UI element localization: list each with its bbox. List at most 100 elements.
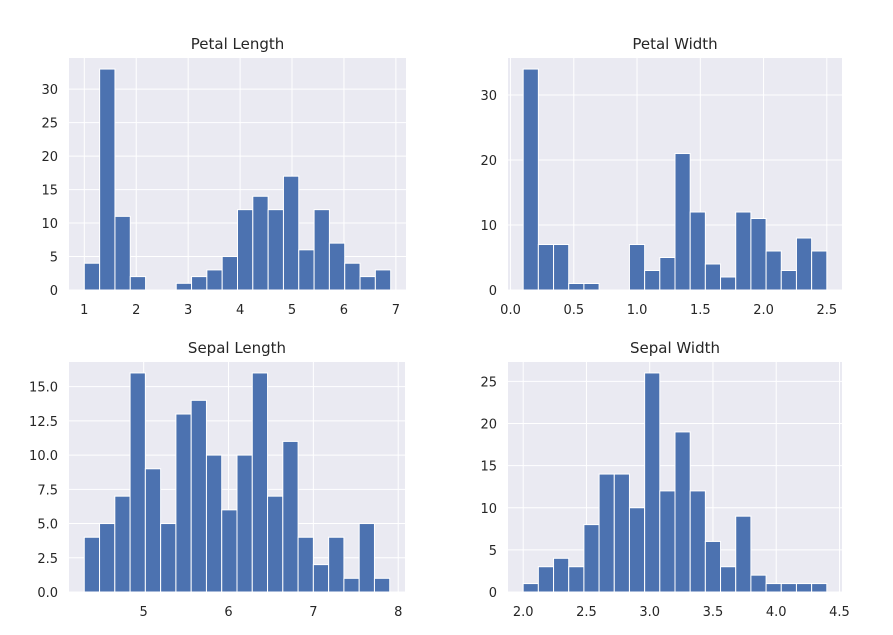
petal-width-title: Petal Width bbox=[632, 35, 717, 53]
sepal-width-bar bbox=[689, 490, 706, 593]
sepal-width-y-tick-label: 15 bbox=[480, 460, 497, 475]
petal-width-bar bbox=[628, 244, 646, 291]
sepal-length-bar bbox=[267, 495, 284, 593]
sepal-length-bar bbox=[312, 564, 330, 593]
petal-length-bar bbox=[252, 195, 269, 291]
petal-width-y-tick-label: 30 bbox=[480, 89, 497, 104]
panel-petal-length: 1 2 3 4 5 6 7 0 5 10 15 20 25 30 Petal Length bbox=[41, 35, 406, 318]
sepal-length-bar bbox=[358, 523, 375, 593]
petal-length-bar bbox=[99, 68, 116, 291]
sepal-width-bar bbox=[750, 574, 767, 593]
petal-length-x-tick-label: 2 bbox=[132, 303, 140, 318]
petal-length-x-tick-label: 7 bbox=[392, 303, 400, 318]
petal-width-x-tick-label: 0.0 bbox=[500, 303, 521, 318]
petal-length-bar bbox=[237, 209, 254, 291]
petal-length-y-tick-label: 20 bbox=[41, 150, 58, 165]
petal-length-bar bbox=[313, 209, 330, 291]
petal-length-y-tick-label: 5 bbox=[50, 251, 58, 266]
petal-width-bar bbox=[659, 257, 676, 291]
petal-length-bar bbox=[344, 262, 361, 291]
sepal-width-y-tick-label: 10 bbox=[480, 502, 497, 517]
sepal-length-bar bbox=[236, 454, 253, 593]
sepal-length-bar bbox=[205, 454, 223, 593]
petal-width-y-tick-label: 20 bbox=[480, 154, 497, 169]
petal-width-x-tick-label: 2.5 bbox=[816, 303, 837, 318]
sepal-width-bar bbox=[659, 490, 676, 593]
petal-width-x-tick-label: 0.5 bbox=[563, 303, 584, 318]
sepal-width-bar bbox=[628, 507, 646, 593]
petal-width-bar bbox=[704, 263, 722, 291]
sepal-length-y-tick-label: 7.5 bbox=[37, 483, 58, 498]
petal-length-bar bbox=[267, 209, 284, 291]
sepal-width-bar bbox=[735, 515, 752, 593]
petal-length-x-tick-label: 3 bbox=[184, 303, 192, 318]
sepal-width-bar bbox=[720, 566, 737, 593]
petal-length-y-tick-label: 0 bbox=[50, 284, 58, 299]
sepal-width-bar bbox=[553, 557, 570, 593]
petal-width-x-tick-label: 1.5 bbox=[690, 303, 711, 318]
petal-width-bar bbox=[765, 250, 782, 291]
petal-length-bar bbox=[83, 262, 101, 291]
petal-width-bar bbox=[553, 244, 570, 291]
sepal-length-bar bbox=[251, 372, 269, 593]
sepal-length-bar bbox=[114, 495, 131, 593]
petal-width-bar bbox=[537, 244, 555, 291]
panel-sepal-length: 5 6 7 8 0.0 2.5 5.0 7.5 10.0 12.5 15.0 Sepal Length bbox=[29, 339, 405, 620]
sepal-length-bar bbox=[160, 523, 177, 593]
sepal-width-bar bbox=[583, 524, 600, 593]
sepal-width-x-tick-label: 4.5 bbox=[829, 605, 850, 620]
petal-length-y-tick-label: 15 bbox=[41, 184, 58, 199]
petal-length-bar bbox=[129, 276, 147, 291]
sepal-length-bar bbox=[221, 509, 238, 593]
petal-length-bar bbox=[206, 269, 223, 291]
petal-width-bar bbox=[811, 250, 828, 291]
petal-length-y-tick-label: 30 bbox=[41, 83, 58, 98]
sepal-width-bar bbox=[598, 473, 615, 593]
petal-length-bar bbox=[175, 282, 193, 291]
petal-width-bar bbox=[780, 270, 797, 291]
sepal-width-bar bbox=[537, 566, 555, 593]
sepal-length-y-tick-label: 12.5 bbox=[29, 415, 58, 430]
sepal-width-bar bbox=[568, 566, 585, 593]
sepal-length-y-tick-label: 5.0 bbox=[37, 518, 58, 533]
sepal-length-x-tick-label: 5 bbox=[140, 605, 148, 620]
sepal-width-bar bbox=[704, 540, 722, 593]
petal-length-x-tick-label: 6 bbox=[340, 303, 348, 318]
sepal-width-bar bbox=[811, 583, 828, 593]
sepal-width-bar bbox=[795, 583, 813, 593]
petal-length-bar bbox=[191, 276, 208, 291]
petal-length-bar bbox=[374, 269, 392, 291]
petal-width-y-tick-label: 10 bbox=[480, 219, 497, 234]
petal-width-bar bbox=[720, 276, 737, 291]
sepal-width-bar bbox=[644, 372, 661, 593]
petal-width-x-tick-label: 2.0 bbox=[753, 303, 774, 318]
petal-width-bar bbox=[568, 283, 585, 291]
sepal-length-y-tick-label: 15.0 bbox=[29, 381, 58, 396]
sepal-length-y-tick-label: 10.0 bbox=[29, 449, 58, 464]
sepal-length-bar bbox=[373, 577, 391, 593]
sepal-length-x-tick-label: 7 bbox=[309, 605, 317, 620]
sepal-length-x-tick-label: 8 bbox=[394, 605, 402, 620]
sepal-width-x-tick-label: 4.0 bbox=[766, 605, 787, 620]
petal-length-y-tick-label: 25 bbox=[41, 117, 58, 132]
petal-length-title: Petal Length bbox=[191, 35, 285, 53]
sepal-width-y-tick-label: 5 bbox=[489, 544, 497, 559]
panel-petal-width: 0.0 0.5 1.0 1.5 2.0 2.5 0 10 20 30 Petal Width bbox=[480, 35, 842, 318]
sepal-width-bar bbox=[780, 583, 797, 593]
petal-width-bar bbox=[689, 211, 706, 291]
sepal-length-bar bbox=[343, 577, 360, 593]
petal-length-bar bbox=[298, 249, 315, 291]
petal-length-bar bbox=[114, 215, 131, 291]
petal-length-bar bbox=[282, 175, 300, 291]
sepal-length-bar bbox=[297, 536, 314, 593]
sepal-length-bar bbox=[83, 536, 101, 593]
sepal-width-x-tick-label: 2.5 bbox=[576, 605, 597, 620]
sepal-length-bar bbox=[144, 468, 162, 593]
sepal-length-bar bbox=[328, 536, 345, 593]
sepal-length-bar bbox=[282, 440, 299, 593]
petal-length-bar bbox=[221, 256, 239, 291]
petal-width-bar bbox=[735, 211, 752, 291]
sepal-width-y-tick-label: 20 bbox=[480, 418, 497, 433]
sepal-length-y-tick-label: 0.0 bbox=[37, 586, 58, 601]
